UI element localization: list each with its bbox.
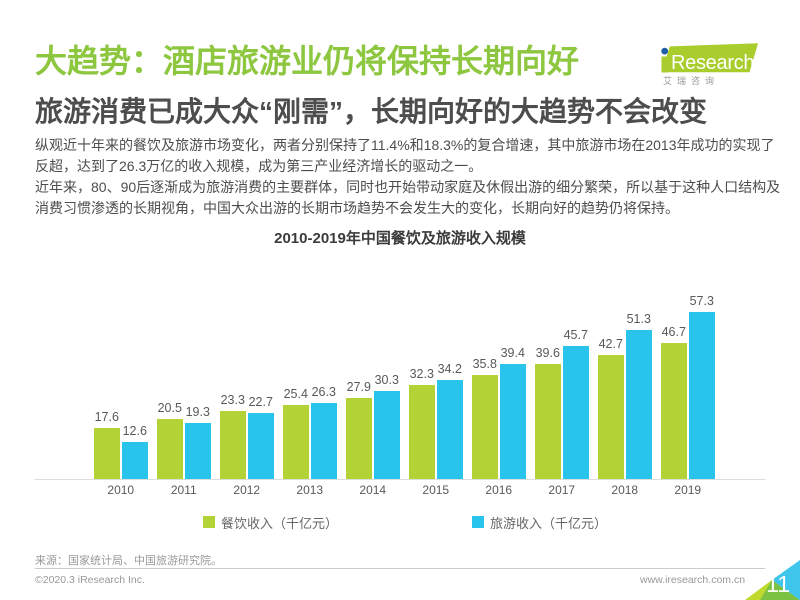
svg-text:11: 11 — [766, 571, 790, 597]
